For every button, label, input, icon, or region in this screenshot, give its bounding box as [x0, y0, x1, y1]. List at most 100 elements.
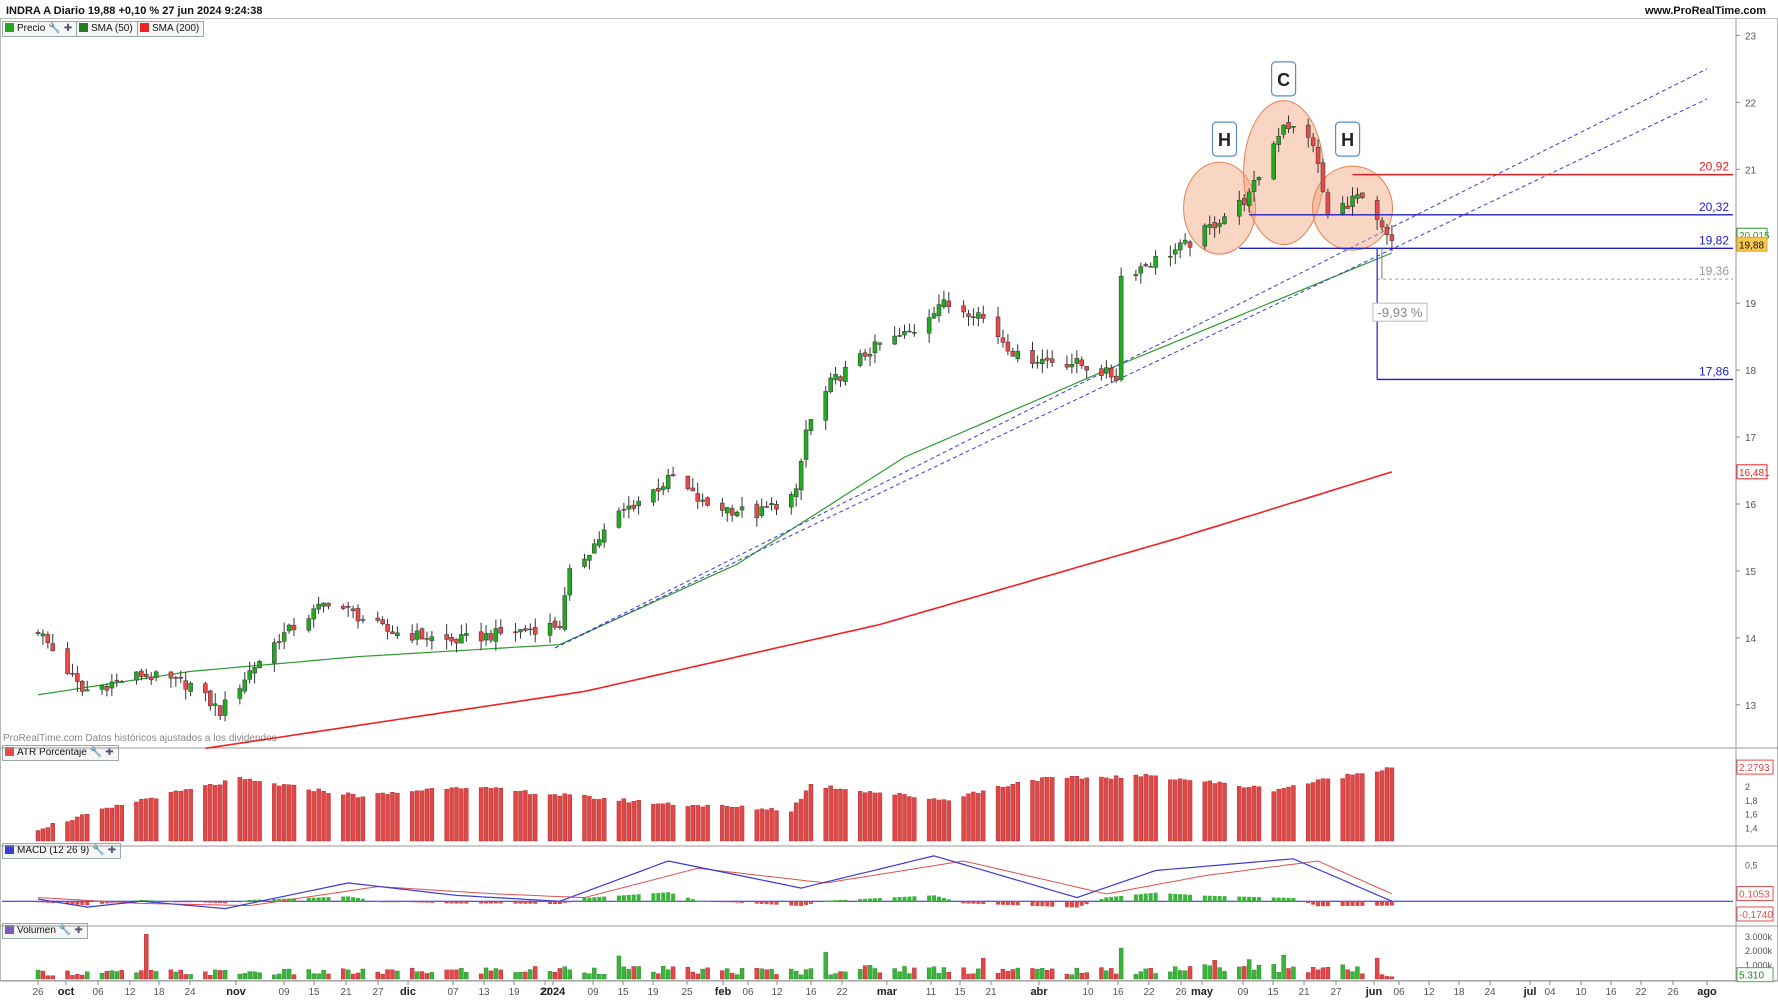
candle: [459, 634, 464, 644]
add-icon[interactable]: ✚: [105, 747, 114, 758]
macd-histogram-bar: [685, 897, 690, 902]
atr-bar: [134, 801, 139, 842]
atr-bar: [153, 798, 159, 842]
legend-volume[interactable]: Volumen 🔧 ✚: [2, 923, 88, 939]
volume-bar: [80, 974, 85, 980]
volume-bar: [966, 973, 971, 980]
candle: [1177, 242, 1183, 251]
atr-bar: [720, 804, 725, 842]
atr-bar: [754, 809, 760, 842]
candle: [99, 685, 105, 690]
candle: [759, 506, 764, 516]
macd-histogram-bar: [1360, 901, 1365, 906]
atr-bar: [1153, 775, 1158, 842]
volume-bar: [670, 966, 676, 980]
macd-histogram-bar: [1045, 901, 1050, 907]
atr-bar: [513, 791, 518, 842]
atr-bar: [1104, 777, 1109, 842]
volume-bar: [902, 966, 907, 980]
legend-atr[interactable]: ATR Porcentaje 🔧 ✚: [2, 745, 119, 761]
volume-bar: [1256, 965, 1262, 980]
macd-histogram-bar: [1271, 897, 1276, 902]
add-icon[interactable]: ✚: [74, 925, 83, 936]
atr-bar: [341, 794, 346, 842]
add-icon[interactable]: ✚: [107, 845, 117, 856]
volume-bar: [134, 972, 139, 980]
x-tick-label: dic: [400, 986, 416, 998]
wrench-icon[interactable]: 🔧: [48, 23, 61, 34]
last-value-label: 20,015: [1739, 231, 1770, 242]
macd-histogram-bar: [941, 898, 946, 902]
legend-price[interactable]: Precio 🔧 ✚: [2, 21, 78, 37]
atr-bar: [149, 797, 154, 842]
pattern-label-box: [1334, 121, 1361, 157]
macd-histogram-bar: [528, 901, 533, 904]
macd-histogram-bar: [395, 901, 400, 903]
volume-bar: [695, 973, 700, 980]
pattern-label-box: [1211, 121, 1238, 157]
atr-bar: [995, 786, 1001, 842]
candle: [636, 500, 641, 507]
add-icon[interactable]: ✚: [63, 23, 73, 34]
x-tick-label: 21: [1298, 987, 1310, 998]
atr-bar: [464, 788, 469, 842]
volume-bar: [897, 971, 902, 980]
candle: [153, 671, 159, 678]
atr-bar: [725, 806, 730, 842]
volume-bar: [119, 970, 124, 980]
macd-histogram-bar: [287, 898, 292, 902]
macd-histogram-bar: [415, 901, 420, 903]
macd-histogram-bar: [1084, 901, 1089, 905]
macd-histogram-bar: [70, 901, 75, 905]
atr-bar: [380, 792, 385, 842]
atr-bar: [1340, 778, 1345, 842]
volume-bar: [1000, 968, 1006, 980]
candle: [798, 460, 804, 491]
site-name[interactable]: www.ProRealTime.com: [1645, 5, 1766, 17]
x-tick-label: 09: [587, 987, 599, 998]
legend-sma200-label: SMA (200): [152, 23, 200, 34]
volume-bar: [764, 969, 769, 980]
atr-bar: [533, 794, 538, 842]
candle: [119, 681, 124, 683]
volume-bar: [557, 968, 563, 980]
candle: [464, 633, 469, 636]
candle: [995, 316, 1001, 337]
macd-histogram-bar: [518, 901, 523, 904]
atr-bar: [656, 803, 661, 842]
atr-bar: [454, 787, 459, 842]
legend-sma200[interactable]: SMA (200): [137, 21, 205, 37]
atr-bar: [321, 790, 326, 842]
site-name-text[interactable]: www.ProRealTime.com: [1644, 5, 1766, 17]
volume-bar: [70, 975, 75, 980]
wrench-icon[interactable]: 🔧: [92, 845, 105, 856]
atr-bar: [626, 802, 631, 842]
x-tick-label: 26: [32, 987, 44, 998]
candle: [769, 503, 774, 506]
atr-bar: [449, 787, 454, 842]
atr-bar: [252, 780, 257, 842]
candle: [50, 643, 56, 652]
macd-histogram-bar: [277, 898, 282, 902]
candle: [1064, 364, 1070, 368]
candle: [134, 671, 139, 681]
candle: [907, 330, 912, 333]
wrench-icon[interactable]: 🔧: [89, 747, 103, 758]
volume-bar: [867, 965, 873, 980]
wrench-icon[interactable]: 🔧: [58, 925, 72, 936]
macd-histogram-bar: [1325, 901, 1330, 907]
price-tick-label: 15: [1745, 567, 1757, 578]
candle: [1074, 358, 1080, 364]
volume-bar: [523, 971, 528, 980]
legend-macd[interactable]: MACD (12 26 9) 🔧 ✚: [2, 843, 122, 859]
volume-bar: [252, 971, 257, 980]
atr-bar: [1310, 782, 1316, 842]
candle: [828, 377, 833, 393]
x-tick-label: 09: [278, 987, 290, 998]
legend-sma50[interactable]: SMA (50): [76, 21, 138, 37]
atr-bar: [1320, 778, 1326, 842]
atr-bar: [1084, 777, 1089, 842]
candle: [208, 690, 213, 707]
macd-histogram-bar: [513, 901, 518, 904]
legend-macd-label: MACD (12 26 9): [17, 845, 90, 856]
